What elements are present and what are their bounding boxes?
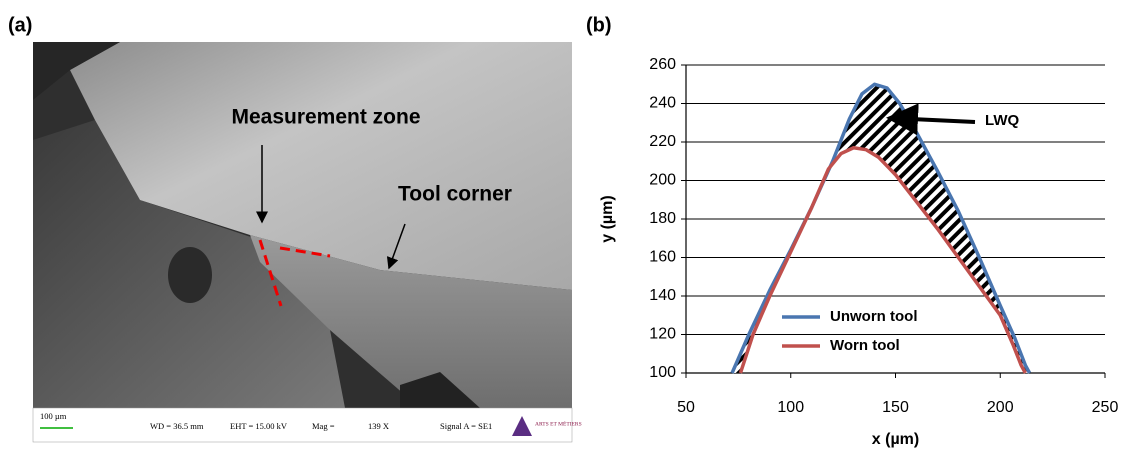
annotation: LWQ bbox=[985, 112, 1019, 129]
x-tick-label: 50 bbox=[677, 399, 695, 416]
y-tick-label: 260 bbox=[649, 56, 676, 73]
legend-label: Worn tool bbox=[830, 337, 900, 354]
info-text: WD = 36.5 mm bbox=[150, 421, 204, 431]
scale-label: 100 µm bbox=[40, 411, 67, 421]
y-axis-title: y (µm) bbox=[599, 195, 616, 242]
x-tick-label: 100 bbox=[777, 399, 804, 416]
x-tick-label: 250 bbox=[1092, 399, 1119, 416]
legend-label: Unworn tool bbox=[830, 308, 917, 325]
y-tick-label: 140 bbox=[649, 287, 676, 304]
panel-label: (a) bbox=[8, 14, 32, 36]
legend-bg bbox=[822, 307, 942, 327]
y-tick-label: 180 bbox=[649, 210, 676, 227]
info-text: Signal A = SE1 bbox=[440, 421, 492, 431]
y-tick-label: 120 bbox=[649, 326, 676, 343]
info-text: EHT = 15.00 kV bbox=[230, 421, 288, 431]
legend-bg bbox=[822, 336, 942, 356]
annotation: Measurement zone bbox=[231, 106, 420, 129]
y-tick-label: 240 bbox=[649, 95, 676, 112]
y-tick-label: 160 bbox=[649, 249, 676, 266]
y-tick-label: 100 bbox=[649, 364, 676, 381]
x-tick-label: 200 bbox=[987, 399, 1014, 416]
chart: 100 120 140 160 180 200 220 240 260 50 100 150 200 25… bbox=[599, 56, 1118, 448]
annotation: Tool corner bbox=[398, 183, 512, 206]
measurement-line bbox=[258, 239, 283, 307]
measurement-line bbox=[279, 246, 331, 258]
annotation-arrow bbox=[886, 103, 976, 136]
panel-label: (b) bbox=[586, 14, 612, 36]
y-tick-label: 200 bbox=[649, 172, 676, 189]
info-text: Mag = bbox=[312, 421, 335, 431]
sem-image bbox=[33, 42, 572, 408]
annotation-arrow bbox=[386, 223, 406, 270]
x-tick-label: 150 bbox=[882, 399, 909, 416]
info-bar: 100 µm WD = 36.5 mm EHT = 15.00 kV Mag =… bbox=[32, 407, 582, 443]
line-series bbox=[738, 146, 1027, 374]
logo-text: ARTS ET MÉTIERS bbox=[535, 419, 582, 427]
x-axis-title: x (µm) bbox=[872, 431, 919, 448]
y-tick-label: 220 bbox=[649, 133, 676, 150]
info-text: 139 X bbox=[368, 421, 389, 431]
lwq-hatch bbox=[732, 84, 1030, 373]
